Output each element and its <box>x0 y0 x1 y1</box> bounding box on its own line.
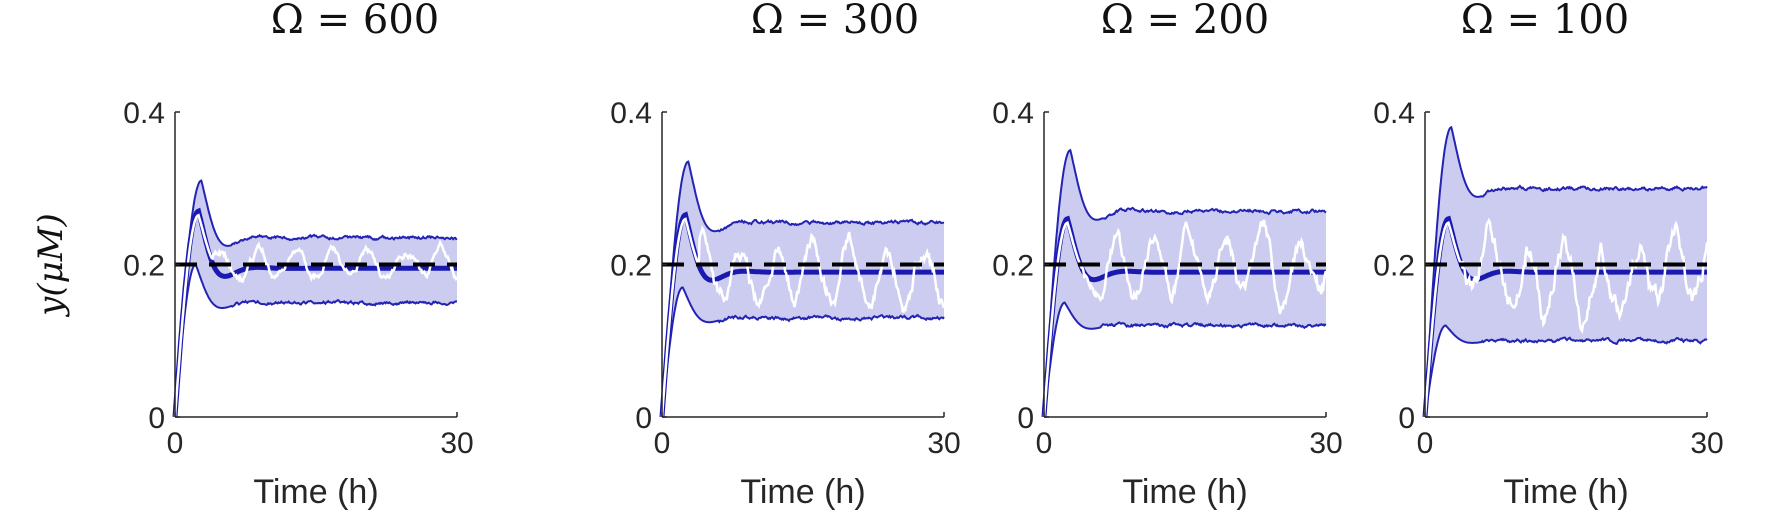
band-lower-line <box>174 263 458 418</box>
y-tick-label: 0.2 <box>1373 250 1415 283</box>
x-tick-label: 0 <box>1036 427 1053 460</box>
x-axis-label: Time (h) <box>1122 473 1247 511</box>
x-tick-label: 30 <box>1690 427 1723 460</box>
panel-2: 0 0.2 0.4 0 30 Time (h) Ω = 300 <box>610 0 960 511</box>
band-upper-line <box>1424 125 1708 418</box>
band-upper-line <box>661 160 945 418</box>
panel-3: 0 0.2 0.4 0 30 Time (h) Ω = 200 <box>992 0 1342 511</box>
y-tick-label: 0.2 <box>123 250 165 283</box>
sample-trajectory <box>1423 217 1709 418</box>
y-tick-label: 0.4 <box>992 97 1034 130</box>
panel-title: Ω = 200 <box>1101 0 1269 43</box>
x-tick-label: 30 <box>440 427 473 460</box>
confidence-band <box>175 180 457 417</box>
y-tick-label: 0.2 <box>610 250 652 283</box>
y-tick-label: 0.2 <box>992 250 1034 283</box>
panel-title: Ω = 600 <box>271 0 439 43</box>
panel-title: Ω = 100 <box>1461 0 1629 43</box>
y-tick-label: 0.4 <box>610 97 652 130</box>
panel-title: Ω = 300 <box>751 0 919 43</box>
y-tick-label: 0.4 <box>123 97 165 130</box>
band-upper-line <box>174 179 458 418</box>
x-axis-label: Time (h) <box>740 473 865 511</box>
y-tick-label: 0 <box>1398 402 1415 435</box>
y-axis-label: y(μM) <box>31 213 71 318</box>
confidence-band <box>662 161 944 417</box>
band-lower-line <box>1424 324 1708 418</box>
band-lower-line <box>1043 301 1327 418</box>
y-tick-label: 0 <box>1017 402 1034 435</box>
confidence-band <box>1044 150 1326 417</box>
band-upper-line <box>1043 148 1327 418</box>
x-tick-label: 0 <box>1417 427 1434 460</box>
sample-trajectory <box>1042 219 1328 418</box>
band-lower-line <box>661 286 945 418</box>
x-tick-label: 30 <box>927 427 960 460</box>
mean-line <box>172 207 457 418</box>
mean-line <box>1422 215 1707 418</box>
x-axis-label: Time (h) <box>253 473 378 511</box>
mean-line <box>1041 215 1326 418</box>
sample-trajectory <box>173 213 458 418</box>
y-tick-label: 0 <box>635 402 652 435</box>
sample-trajectory <box>660 217 946 418</box>
x-tick-label: 0 <box>654 427 671 460</box>
panel-4: 0 0.2 0.4 0 30 Time (h) Ω = 100 <box>1373 0 1723 511</box>
y-tick-label: 0 <box>148 402 165 435</box>
x-tick-label: 30 <box>1309 427 1342 460</box>
x-axis-label: Time (h) <box>1503 473 1628 511</box>
panel-1: 0 0.2 0.4 0 30 Time (h) Ω = 600 y(μM) <box>31 0 474 511</box>
y-tick-label: 0.4 <box>1373 97 1415 130</box>
x-tick-label: 0 <box>167 427 184 460</box>
